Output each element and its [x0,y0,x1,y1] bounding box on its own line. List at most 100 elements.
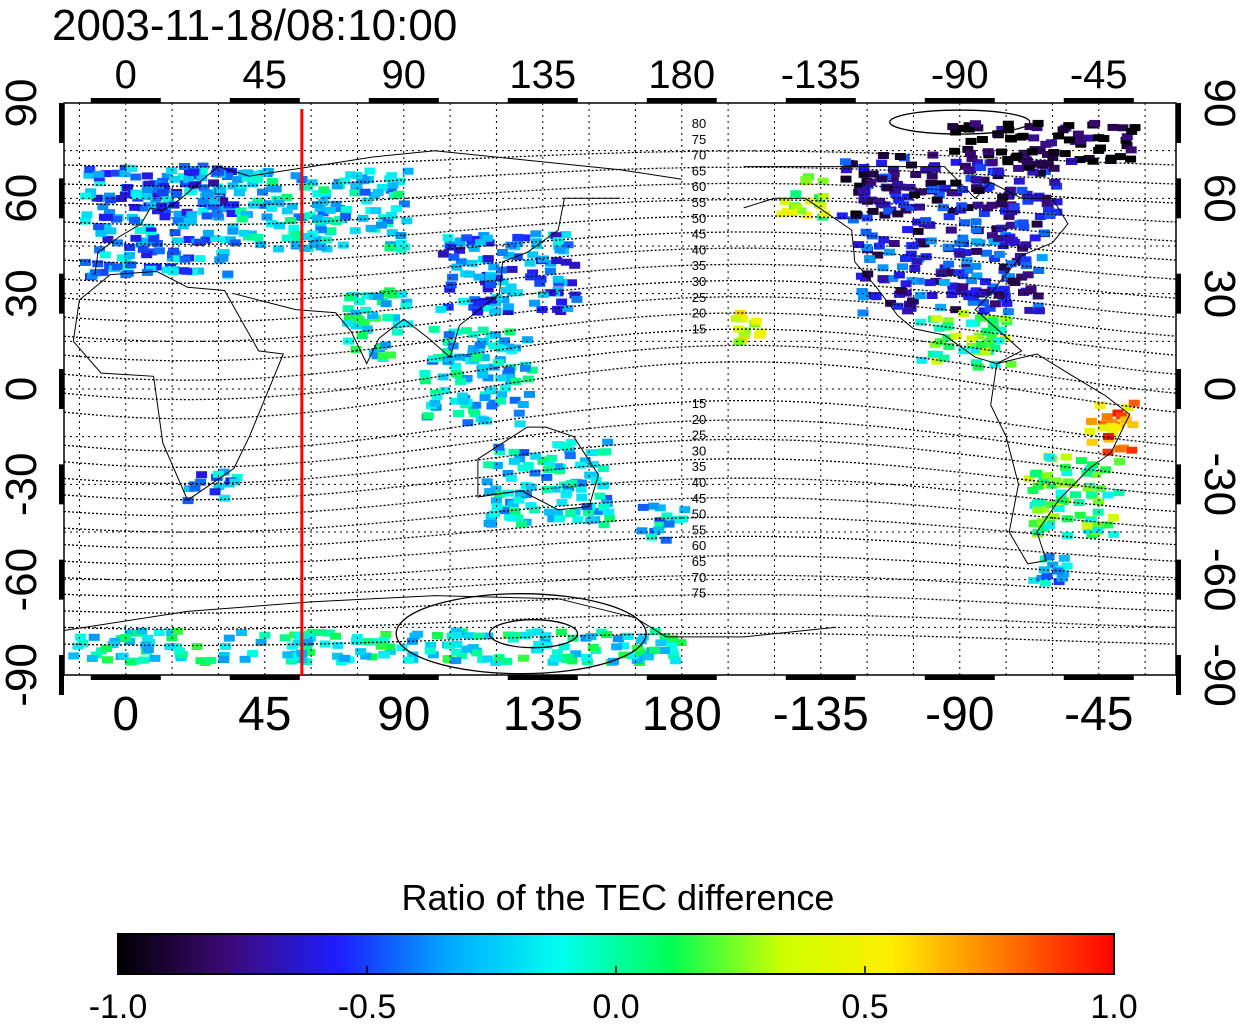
tec-cell [856,288,868,295]
tec-cell [512,289,524,297]
tec-cell [987,324,999,332]
tec-cell [532,628,544,636]
tec-cell [930,277,942,285]
contour-line [64,296,1176,343]
tec-cell [355,648,367,656]
tec-cell [261,213,273,221]
tec-cell [602,438,614,446]
tec-cell [1002,308,1014,316]
tec-cell [317,209,329,217]
tec-cell [967,298,979,306]
tec-cell [1074,137,1086,145]
x-ticks-bottom: 0 45 90 135 180 -135 -90 -45 [90,675,1134,741]
tec-cell [885,299,897,307]
tec-cell [507,631,519,639]
tec-cell [115,195,127,202]
contour-label: 50 [692,211,706,226]
tec-cell [419,370,431,377]
tec-cell [818,193,830,200]
tec-cell [324,206,336,214]
tec-cell [618,642,630,650]
tec-cell [345,171,357,179]
contour-line [64,613,1176,630]
x-tick-mark [646,98,717,103]
tec-cell [474,239,486,247]
contour-line [64,247,1176,284]
tec-cell [587,643,599,651]
tec-cell [546,454,558,462]
tec-cell [450,657,462,665]
tec-cell [1005,260,1017,268]
tec-cell [1092,526,1104,534]
tec-cell [111,263,123,271]
tec-cell [195,657,207,665]
tec-cell [365,224,377,232]
tec-cell [971,238,982,246]
tec-cell [431,392,443,400]
tec-cell [262,167,274,175]
tec-cell [1008,238,1020,246]
tec-cell [1084,428,1096,435]
contour-label: 40 [692,242,706,257]
tec-cell [999,315,1011,323]
tec-cell [201,212,213,220]
tec-cell [208,179,220,187]
contour-line [64,555,1176,582]
tec-cell [957,310,969,317]
contour-label: 45 [692,491,706,506]
tec-cell [505,283,517,291]
tec-cell [884,248,895,256]
tec-cell [972,363,984,371]
tec-cell [213,483,225,491]
tec-cell [1094,401,1106,409]
tec-cell [503,343,515,351]
tec-cell [947,207,959,215]
tec-cell [800,176,812,184]
tec-cell [370,207,382,215]
tec-cell [384,643,396,651]
tec-cell [93,174,105,182]
tec-cell [392,328,403,336]
tec-cell [1105,154,1117,162]
tec-cell [136,237,148,245]
tec-cell [1101,413,1113,421]
tec-cell [867,207,879,215]
tec-cell [1033,267,1045,274]
tec-cell [501,657,513,665]
tec-cell [864,255,875,263]
tec-cell [493,654,505,662]
tec-cell [900,255,911,263]
tec-cell [435,305,447,313]
tec-cell [350,322,362,330]
tec-cell [958,347,970,355]
tec-cell [1089,119,1101,127]
tec-cell [1037,161,1049,169]
tec-cell [281,193,293,201]
tec-cell [185,218,197,226]
tec-cell [1013,164,1025,172]
tec-cell [482,255,494,263]
tec-cell [1029,234,1041,242]
coastline [743,166,1069,365]
tec-cell [148,235,160,243]
tec-cell [520,490,532,498]
tec-cell [482,285,494,293]
tec-cell [153,629,165,636]
tec-cell [448,253,460,261]
tec-cell [819,210,831,218]
contour-label: 30 [692,274,706,289]
tec-cell [255,638,267,646]
tec-cell [547,515,559,523]
tec-cell [274,222,286,230]
tec-cell [394,178,406,185]
tec-cell [273,199,285,207]
tec-cell [1002,120,1014,128]
tec-cell [677,515,689,523]
tec-cell [892,302,904,310]
tec-cell [920,166,932,174]
tec-cell [401,217,413,225]
tec-cell [443,641,455,649]
tec-cell [202,229,214,237]
tec-cell [358,319,370,326]
tec-cell [445,243,457,251]
